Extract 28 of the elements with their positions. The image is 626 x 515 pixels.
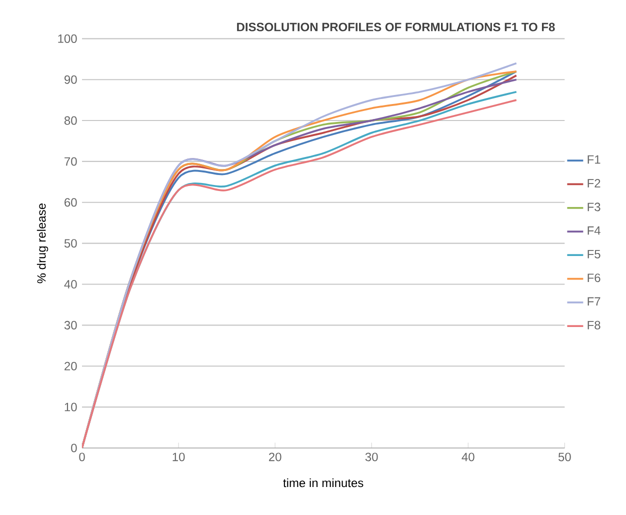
y-tick-label: 90 [64,75,77,84]
x-tick-label: 50 [558,452,571,462]
legend-label: F3 [588,202,600,212]
legend-label: F2 [588,178,600,188]
legend-label: F7 [588,297,600,306]
y-axis-title: % drug release [36,204,48,284]
y-tick-label: 70 [64,157,77,166]
legend-label: F8 [588,320,600,330]
x-axis-title: time in minutes [283,478,364,488]
legend-label: F5 [588,250,600,258]
y-tick-label: 80 [64,116,77,125]
y-tick-label: 20 [64,362,77,370]
chart-title: DISSOLUTION PROFILES OF FORMULATIONS F1 TO F8 [237,22,555,32]
y-tick-label: 10 [64,402,77,412]
y-tick-label: 60 [64,198,77,207]
y-tick-label: 0 [71,444,77,452]
legend-label: F6 [588,274,600,282]
y-tick-label: 50 [64,239,77,248]
legend-label: F4 [588,226,600,235]
y-tick-label: 100 [58,34,77,43]
x-tick-label: 20 [269,452,282,462]
y-tick-label: 30 [64,320,77,330]
x-tick-label: 30 [365,452,378,462]
x-tick-label: 10 [172,452,185,462]
x-tick-label: 0 [79,452,85,462]
y-tick-label: 40 [64,280,77,289]
x-tick-label: 40 [462,452,474,462]
legend-label: F1 [588,155,600,164]
